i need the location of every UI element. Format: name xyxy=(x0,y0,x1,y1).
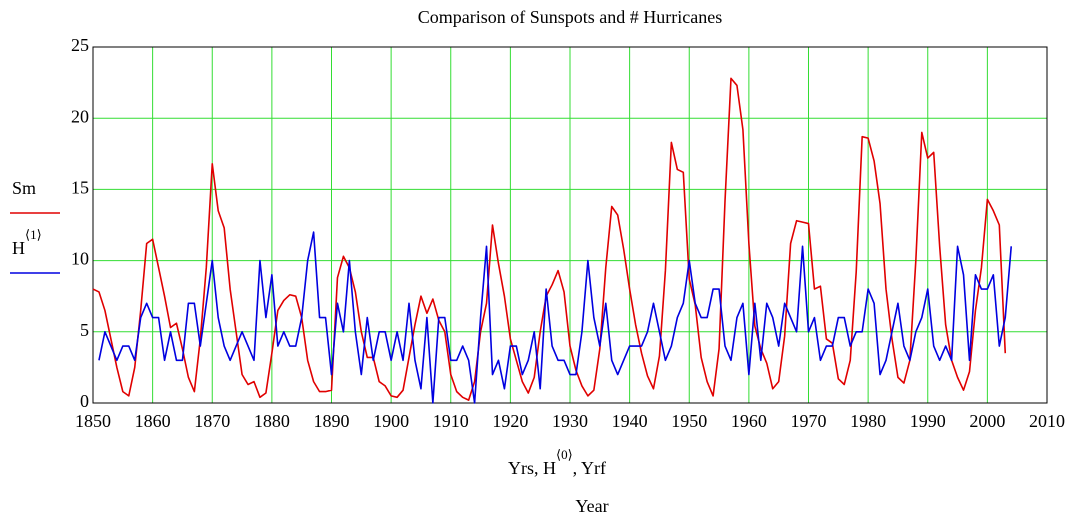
x-tick-label: 1890 xyxy=(314,411,350,431)
x-tick-label: 1930 xyxy=(552,411,588,431)
series-line xyxy=(92,77,1007,401)
x-tick-label: 1900 xyxy=(373,411,409,431)
x-tick-label: 1970 xyxy=(791,411,827,431)
x-tick-label: 2010 xyxy=(1029,411,1065,431)
x-label-part: Yrs, H xyxy=(508,458,556,478)
legend-name: Sm xyxy=(12,178,36,198)
x-tick-label: 1920 xyxy=(492,411,528,431)
x-tick-label: 1850 xyxy=(75,411,111,431)
series-line xyxy=(98,231,1013,404)
x-label-superscript: ⟨0⟩ xyxy=(556,447,573,462)
x-tick-label: 1860 xyxy=(135,411,171,431)
x-tick-label: 1980 xyxy=(850,411,886,431)
y-tick-label: 25 xyxy=(71,35,89,55)
y-tick-label: 0 xyxy=(80,391,89,411)
x-label-part: , Yrf xyxy=(573,458,606,478)
chart-title: Comparison of Sunspots and # Hurricanes xyxy=(418,7,722,27)
x-tick-label: 1990 xyxy=(910,411,946,431)
x-tick-label: 1940 xyxy=(612,411,648,431)
legend-label: Sm xyxy=(12,178,36,198)
plot-frame xyxy=(92,46,1048,404)
x-tick-label: 1870 xyxy=(194,411,230,431)
legend-superscript: ⟨1⟩ xyxy=(25,227,42,242)
y-tick-label: 5 xyxy=(80,320,89,340)
x-tick-label: 1910 xyxy=(433,411,469,431)
x-caption: Year xyxy=(575,496,608,516)
y-tick-label: 15 xyxy=(71,178,89,198)
x-tick-label: 2000 xyxy=(969,411,1005,431)
x-tick-label: 1880 xyxy=(254,411,290,431)
x-tick-label: 1960 xyxy=(731,411,767,431)
x-axis-label: Yrs, H⟨0⟩, Yrf xyxy=(508,447,606,478)
legend-name: H xyxy=(12,238,25,258)
y-tick-label: 10 xyxy=(71,249,89,269)
x-tick-label: 1950 xyxy=(671,411,707,431)
legend-label: H⟨1⟩ xyxy=(12,227,42,258)
y-tick-label: 20 xyxy=(71,106,89,126)
